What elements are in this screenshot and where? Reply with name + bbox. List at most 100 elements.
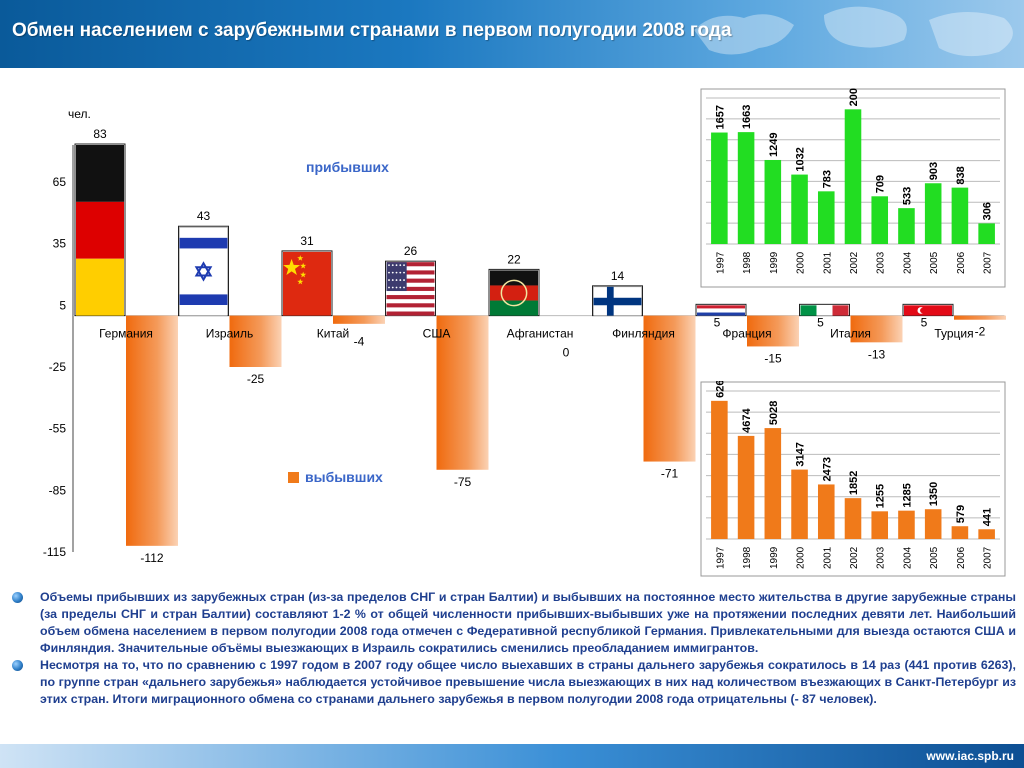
y-tick-label: 5 bbox=[59, 298, 66, 312]
arrivals-value-label: 14 bbox=[611, 269, 625, 283]
arrivals-bar bbox=[592, 285, 643, 317]
year-label: 2007 bbox=[983, 251, 994, 274]
year-value-label: 903 bbox=[928, 162, 940, 180]
year-bar bbox=[951, 187, 969, 244]
finland-flag bbox=[593, 286, 642, 316]
y-tick-label: -25 bbox=[49, 360, 67, 374]
year-value-label: 441 bbox=[982, 508, 994, 526]
departures-bar bbox=[954, 315, 1006, 320]
year-value-label: 1249 bbox=[768, 132, 780, 156]
usa-flag bbox=[386, 262, 435, 316]
year-value-label: 3147 bbox=[795, 442, 807, 466]
category-label: Китай bbox=[317, 327, 349, 341]
category-label: Афганистан bbox=[507, 327, 574, 341]
arrivals-value-label: 26 bbox=[404, 244, 418, 258]
y-tick-label: -85 bbox=[49, 483, 67, 497]
year-value-label: 1255 bbox=[875, 484, 887, 508]
year-value-label: 1032 bbox=[795, 147, 807, 171]
year-label: 1998 bbox=[742, 251, 753, 274]
departures-bar bbox=[126, 315, 178, 546]
departures-bar bbox=[747, 315, 799, 347]
year-label: 1999 bbox=[769, 251, 780, 274]
departures-value-label: -25 bbox=[247, 372, 265, 386]
arrivals-value-label: 43 bbox=[197, 209, 211, 223]
year-label: 2007 bbox=[983, 546, 994, 569]
arrivals-bar bbox=[74, 143, 126, 317]
year-bar bbox=[764, 159, 782, 244]
main-chart-labels: 83-112Германия43-25Израиль31-4Китай26-75… bbox=[93, 127, 985, 565]
year-label: 2006 bbox=[956, 546, 967, 569]
year-value-label: 5028 bbox=[768, 401, 780, 425]
departures-value-label: 0 bbox=[563, 346, 570, 360]
year-label: 2000 bbox=[796, 546, 807, 569]
arrivals-bar bbox=[799, 303, 850, 317]
china-flag bbox=[283, 251, 331, 316]
year-label: 2005 bbox=[929, 251, 940, 274]
year-bar bbox=[711, 400, 728, 539]
arrivals-bar bbox=[902, 303, 954, 317]
note-item: Объемы прибывших из зарубежных стран (из… bbox=[12, 589, 1016, 657]
footer-url: www.iac.spb.ru bbox=[926, 749, 1014, 763]
year-bar bbox=[844, 109, 862, 244]
year-label: 1997 bbox=[715, 251, 726, 274]
year-bar bbox=[737, 132, 755, 244]
bullet-icon bbox=[12, 660, 23, 671]
arrivals-bar bbox=[281, 250, 333, 317]
page-title: Обмен населением с зарубежными странами … bbox=[12, 20, 732, 41]
year-value-label: 709 bbox=[875, 175, 887, 193]
arrivals-bar bbox=[178, 225, 229, 317]
year-value-label: 4674 bbox=[741, 408, 753, 433]
main-chart-legend: прибывших выбывших чел. bbox=[68, 107, 389, 485]
year-bar bbox=[791, 469, 808, 539]
arrivals-value-label: 5 bbox=[921, 316, 928, 330]
year-bar bbox=[737, 435, 755, 539]
year-bar bbox=[711, 132, 728, 244]
year-bar bbox=[817, 484, 835, 539]
header-banner: Обмен населением с зарубежными странами … bbox=[0, 0, 1024, 68]
year-value-label: 579 bbox=[955, 505, 967, 523]
departures-value-label: -4 bbox=[354, 335, 365, 349]
france-flag bbox=[697, 305, 745, 316]
year-bar bbox=[791, 174, 808, 244]
year-label: 2003 bbox=[876, 251, 887, 274]
departures-bar bbox=[333, 315, 385, 324]
category-label: Турция bbox=[934, 327, 973, 341]
category-label: Израиль bbox=[206, 327, 253, 341]
legend-departures-swatch bbox=[288, 472, 299, 483]
departures-value-label: -15 bbox=[764, 351, 782, 365]
bullet-icon bbox=[12, 592, 23, 603]
year-value-label: 2473 bbox=[821, 457, 833, 481]
departures-bar bbox=[436, 315, 489, 470]
departures-value-label: -13 bbox=[868, 347, 886, 361]
arrivals-bar bbox=[695, 303, 747, 317]
year-bar bbox=[978, 223, 995, 244]
year-bar bbox=[764, 428, 782, 539]
year-value-label: 306 bbox=[982, 202, 994, 220]
note-text: Несмотря на то, что по сравнению с 1997 … bbox=[40, 658, 1016, 706]
year-bar bbox=[898, 208, 915, 244]
y-axis-unit: чел. bbox=[68, 107, 91, 121]
year-bar bbox=[978, 529, 995, 539]
year-label: 2002 bbox=[849, 546, 860, 569]
year-value-label: 783 bbox=[821, 170, 833, 188]
departures-value-label: -75 bbox=[454, 475, 472, 489]
main-chart-bars bbox=[74, 143, 1006, 546]
year-value-label: 533 bbox=[901, 187, 913, 205]
arrivals-by-year-chart: 1657 1997 1663 1998 1249 1999 1032 2000 783 2001 2… bbox=[700, 88, 1006, 288]
year-label: 1998 bbox=[742, 546, 753, 569]
arrivals-value-label: 5 bbox=[714, 316, 721, 330]
category-label: Германия bbox=[99, 327, 153, 341]
year-label: 2001 bbox=[822, 251, 833, 274]
year-label: 2001 bbox=[822, 546, 833, 569]
departures-by-year-chart: 6263 1997 4674 1998 5028 1999 3147 2000 2473 2001… bbox=[700, 381, 1006, 577]
germany-flag bbox=[76, 145, 124, 316]
departures-bar bbox=[229, 315, 282, 367]
arrivals-value-label: 22 bbox=[507, 252, 521, 266]
year-label: 1997 bbox=[715, 546, 726, 569]
year-value-label: 838 bbox=[955, 166, 967, 184]
departures-bar bbox=[643, 315, 696, 462]
departures-value-label: -2 bbox=[975, 325, 986, 339]
category-label: США bbox=[423, 327, 451, 341]
year-bar bbox=[844, 498, 862, 539]
